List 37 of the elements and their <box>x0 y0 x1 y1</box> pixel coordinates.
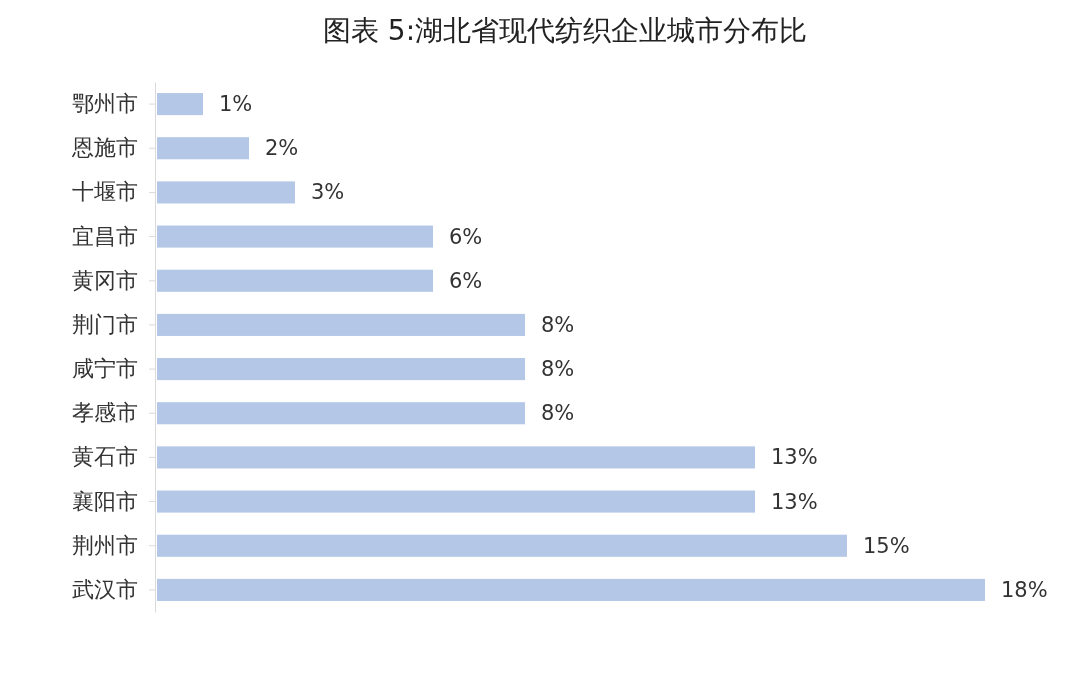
data-label: 8% <box>541 401 575 426</box>
data-label: 2% <box>265 136 299 161</box>
y-tick-label: 恩施市 <box>71 135 138 161</box>
data-label: 6% <box>449 268 483 293</box>
data-label: 15% <box>863 533 910 558</box>
data-label: 18% <box>1001 577 1048 602</box>
bar <box>157 269 433 292</box>
y-tick-label: 宜昌市 <box>72 223 138 249</box>
y-tick-label: 武汉市 <box>72 576 138 602</box>
data-label: 13% <box>771 489 818 514</box>
y-tick-label: 鄂州市 <box>72 91 138 117</box>
bar <box>157 490 755 513</box>
y-tick-label: 黄石市 <box>72 444 138 470</box>
y-tick-label: 十堰市 <box>72 179 138 205</box>
y-tick-label: 黄冈市 <box>72 267 138 293</box>
bar <box>157 93 203 116</box>
y-tick-label: 孝感市 <box>72 400 138 426</box>
data-label: 6% <box>449 224 483 249</box>
data-label: 8% <box>541 357 575 382</box>
bar <box>157 578 985 601</box>
y-tick-label: 荆门市 <box>72 311 138 337</box>
bar <box>157 137 249 160</box>
bar <box>157 181 295 204</box>
data-label: 8% <box>541 312 575 337</box>
data-label: 3% <box>311 180 345 205</box>
bar <box>157 446 755 469</box>
y-tick-label: 荆州市 <box>72 532 138 558</box>
data-label: 13% <box>771 445 818 470</box>
bar <box>157 313 525 336</box>
y-tick-label: 咸宁市 <box>72 356 138 382</box>
data-label: 1% <box>219 92 253 117</box>
bar <box>157 358 525 381</box>
bar <box>157 225 433 248</box>
chart-title: 图表 5:湖北省现代纺织企业城市分布比 <box>322 14 808 47</box>
y-tick-label: 襄阳市 <box>72 488 138 514</box>
bar <box>157 534 847 557</box>
bar <box>157 402 525 425</box>
